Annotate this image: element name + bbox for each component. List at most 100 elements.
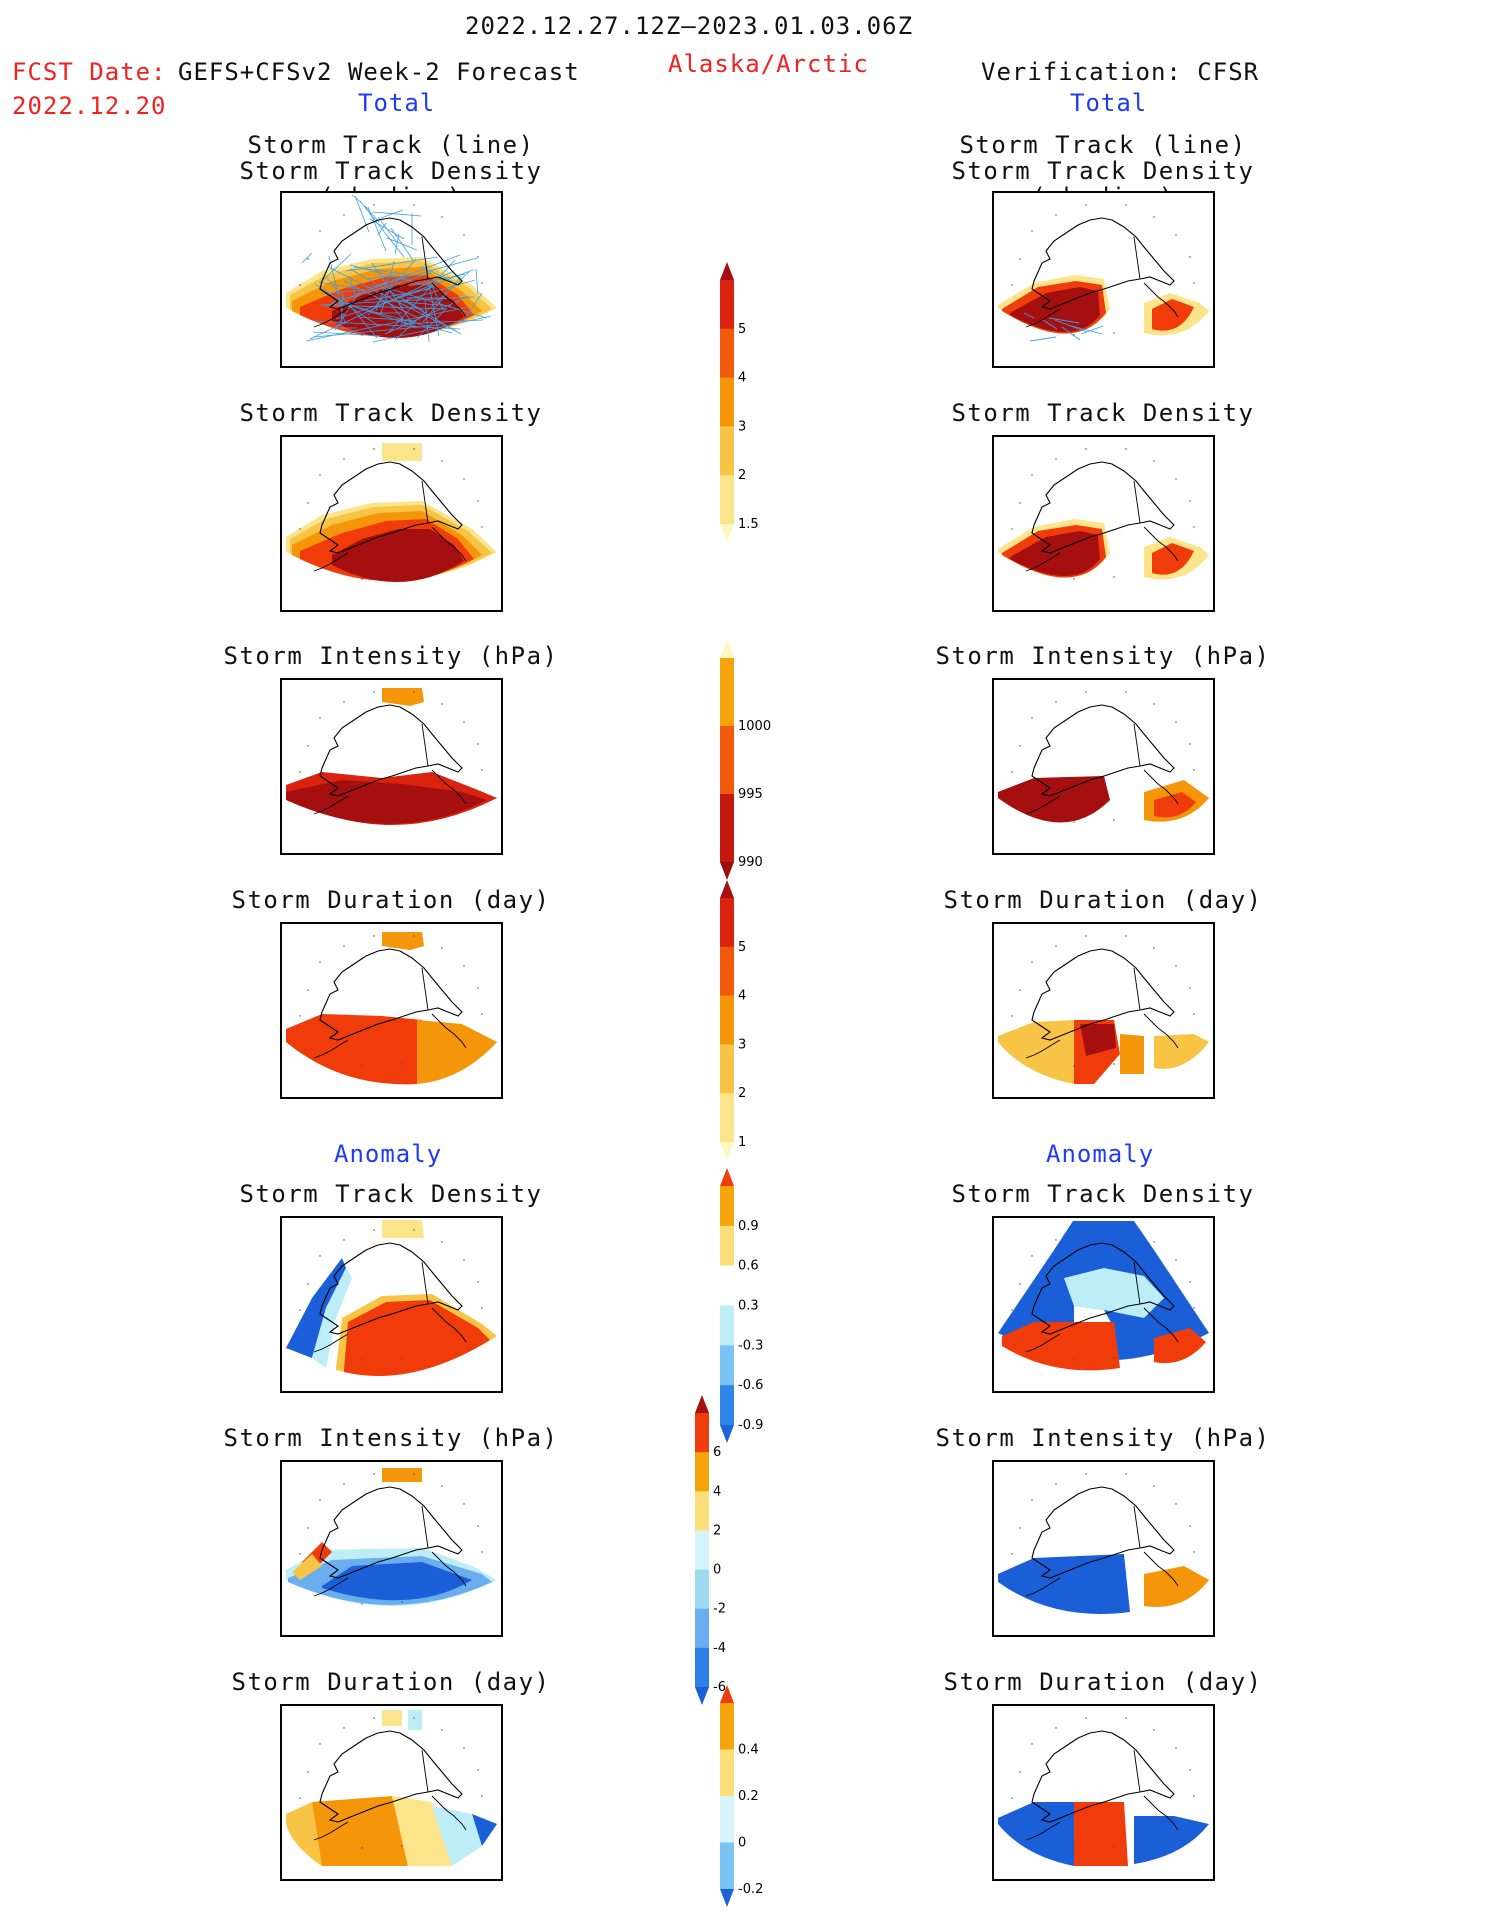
storm-track-line [394,233,400,255]
map-right-intensity-anom [992,1460,1215,1637]
grid-dot [1175,1503,1177,1505]
map-right-duration-anom [992,1704,1215,1881]
grid-dot [299,528,301,530]
grid-dot [1153,703,1155,705]
grid-dot [319,230,321,232]
cbar-bottom-arrow [720,1889,734,1907]
grid-dot [299,771,301,773]
storm-track-line [320,289,364,295]
shading-band [292,1554,322,1580]
storm-track-line [341,302,453,334]
grid-dot [441,947,443,949]
aleutian-chain [313,1039,349,1059]
shading-band [322,1562,472,1601]
cbar-segment [720,1749,734,1797]
grid-dot [463,721,465,723]
grid-dot [401,819,403,821]
cbar-top-arrow [720,262,734,280]
grid-dot [463,478,465,480]
grid-dot [1125,204,1127,206]
shading-band [1080,1024,1116,1056]
storm-track-line [354,195,370,233]
grid-dot [1085,1717,1087,1719]
panhandle-coast [1143,1013,1179,1049]
grid-dot [343,945,345,947]
cbar-segment [720,1093,734,1143]
storm-track-line [377,222,387,236]
canada-border [1133,480,1141,524]
grid-dot [1073,1847,1075,1849]
grid-dot [413,204,415,206]
grid-dot [1073,334,1075,336]
grid-dot [1011,284,1013,286]
grid-dot [307,1527,309,1529]
cbar-segment [720,898,734,948]
cbar-tick-label: -0.2 [738,1882,763,1897]
storm-track-line [364,205,380,223]
panhandle-coast [431,1013,467,1049]
right-title-duration: Storm Duration (day) [943,886,1263,914]
grid-dot [477,1769,479,1771]
cbar-segment [720,1842,734,1890]
grid-dot [319,1743,321,1745]
grid-dot [307,989,309,991]
shading-band [382,1468,422,1482]
grid-dot [401,576,403,578]
cbar-segment [720,995,734,1045]
map-right-density [992,435,1215,612]
map-left-density-anom [280,1216,503,1393]
grid-dot [1011,1553,1013,1555]
storm-track-line [1042,319,1058,330]
grid-dot [1055,214,1057,216]
storm-track-line [1067,324,1103,335]
aleutian-chain [1025,795,1061,815]
shading-band [998,1020,1074,1084]
shading-band [432,1806,482,1866]
grid-dot [441,1241,443,1243]
grid-dot [441,1485,443,1487]
storm-track-line [384,295,470,335]
storm-track-line [1029,336,1057,342]
storm-track-line [357,316,417,322]
cbar-segment [720,377,734,427]
grid-dot [1085,935,1087,937]
grid-dot [1019,502,1021,504]
cbar-tick-label: 1 [738,1135,746,1150]
shading-band [286,780,487,824]
grid-dot [413,448,415,450]
grid-dot [1189,743,1191,745]
grid-dot [1055,1483,1057,1485]
cbar-tick-label: -0.9 [738,1418,763,1433]
panhandle-coast [1143,1795,1179,1831]
shading-band [472,1814,497,1846]
grid-dot [477,743,479,745]
grid-dot [343,1239,345,1241]
grid-dot [1125,1473,1127,1475]
grid-dot [343,1727,345,1729]
region-label: Alaska/Arctic [668,50,869,78]
grid-dot [1031,961,1033,963]
left-total-label: Total [358,89,436,117]
grid-dot [1189,987,1191,989]
grid-dot [1193,1795,1195,1797]
alaska-outline [319,217,463,310]
cbar-tick-label: 4 [713,1484,721,1499]
storm-track-line [313,324,441,338]
aleutian-chain [1025,1821,1061,1841]
grid-dot [477,256,479,258]
grid-dot [481,1795,483,1797]
cbar-segment [695,1413,709,1453]
cbar-segment [720,1345,734,1386]
grid-dot [1019,745,1021,747]
grid-dot [373,204,375,206]
period-title: 2022.12.27.12Z–2023.01.03.06Z [465,12,914,40]
cbar-tick-label: 990 [738,855,763,870]
grid-dot [343,701,345,703]
shading-band [1064,1268,1164,1318]
grid-dot [401,1357,403,1359]
grid-dot [1175,965,1177,967]
alaska-outline [1031,1730,1175,1823]
shading-band [312,1268,352,1368]
grid-dot [1031,717,1033,719]
grid-dot [307,1283,309,1285]
